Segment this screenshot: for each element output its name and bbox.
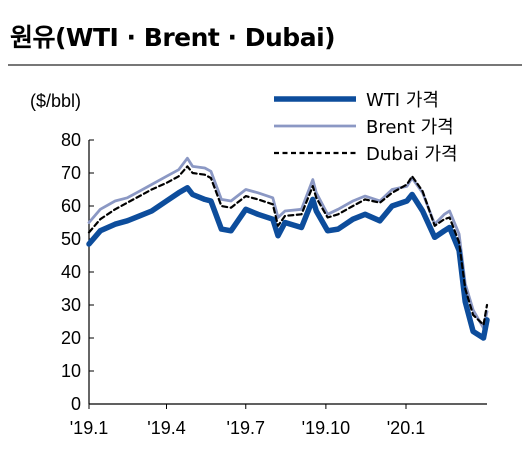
y-tick-label: 70 bbox=[61, 163, 81, 183]
y-tick-label: 50 bbox=[61, 229, 81, 249]
y-tick-label: 30 bbox=[61, 295, 81, 315]
y-tick-label: 10 bbox=[61, 361, 81, 381]
x-axis: '19.1 '19.4 '19.7 '19.10 '20.1 bbox=[70, 403, 487, 438]
series-line-wti bbox=[86, 185, 490, 341]
y-tick-label: 40 bbox=[61, 262, 81, 282]
legend-label-wti: WTI 가격 bbox=[366, 90, 439, 111]
y-tick-label: 60 bbox=[61, 196, 81, 216]
x-tick-label: '19.1 bbox=[70, 418, 108, 438]
title-divider bbox=[8, 64, 522, 66]
y-tick-label: 20 bbox=[61, 328, 81, 348]
x-tick-label: '19.4 bbox=[147, 418, 185, 438]
series-layer bbox=[86, 156, 490, 341]
series-line-brent bbox=[87, 156, 489, 330]
y-axis: 0 10 20 30 40 50 60 70 80 bbox=[61, 130, 94, 414]
y-tick-label: 0 bbox=[71, 394, 81, 414]
x-tick-label: '19.7 bbox=[227, 418, 265, 438]
legend-label-dubai: Dubai 가격 bbox=[366, 144, 458, 165]
y-tick-label: 80 bbox=[61, 130, 81, 150]
legend: WTI 가격 Brent 가격 Dubai 가격 bbox=[274, 90, 458, 165]
series-line-dubai bbox=[87, 165, 489, 326]
y-axis-unit-label: ($/bbl) bbox=[30, 91, 81, 111]
legend-label-brent: Brent 가격 bbox=[366, 117, 454, 138]
chart-title: 원유(WTI · Brent · Dubai) bbox=[10, 23, 336, 52]
x-tick-label: '19.10 bbox=[302, 418, 350, 438]
x-tick-label: '20.1 bbox=[387, 418, 425, 438]
